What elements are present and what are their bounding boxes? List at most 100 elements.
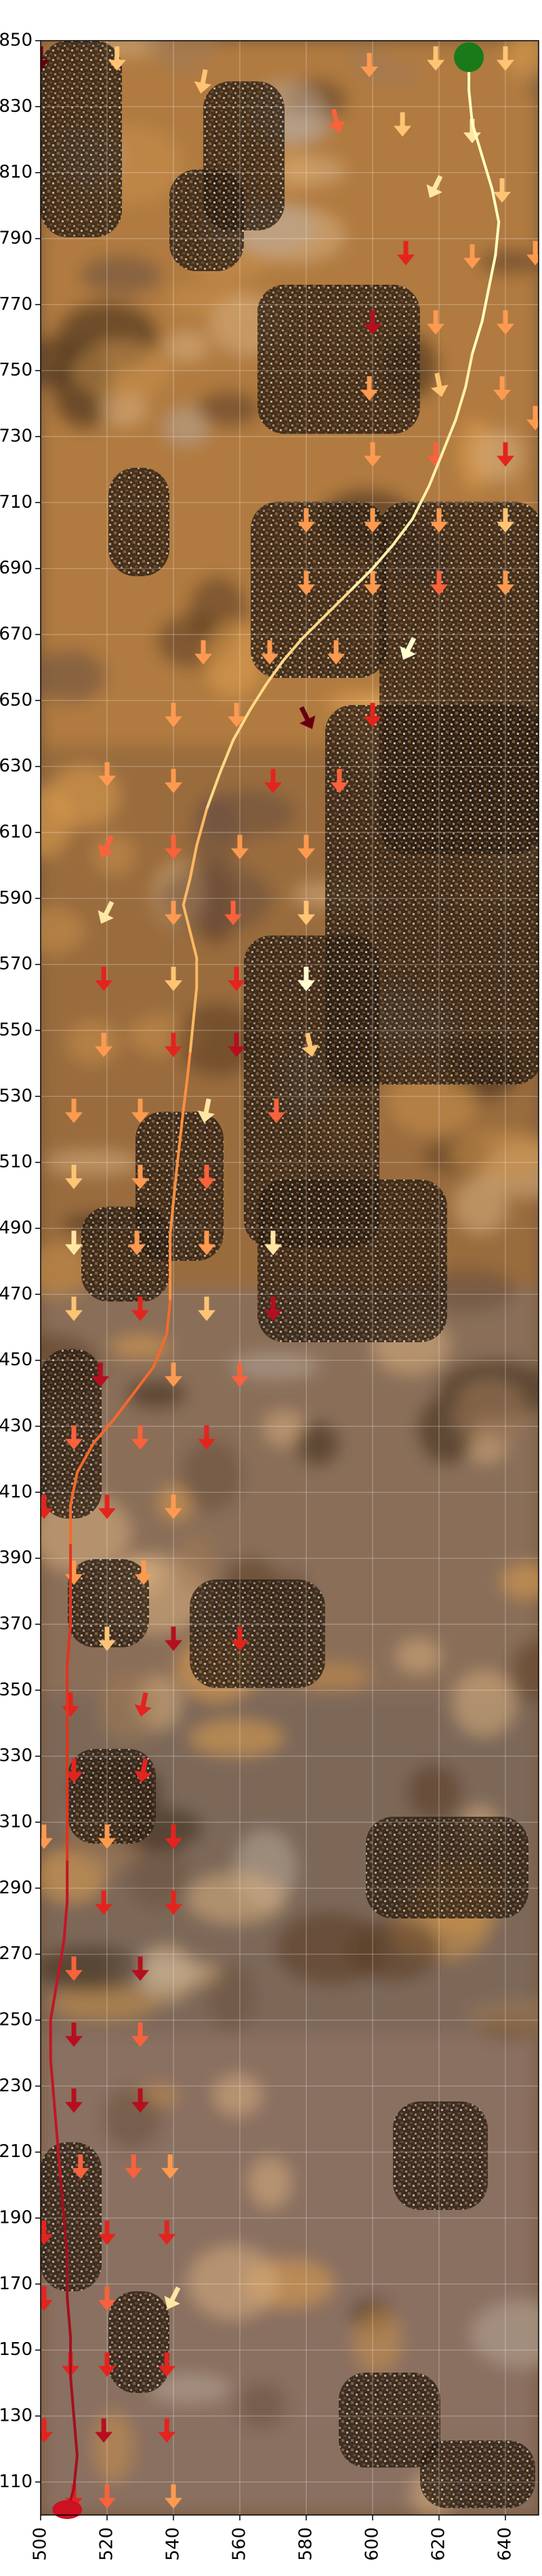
flow-arrow: [95, 2418, 113, 2443]
path-segment: [471, 319, 484, 356]
path-segment: [69, 1471, 79, 1507]
x-tick-label: 560: [230, 2527, 250, 2561]
y-tick-label: 490: [0, 1218, 33, 1239]
y-tick-label: 790: [0, 228, 33, 249]
path-segment: [301, 613, 328, 639]
path-segment: [66, 2295, 72, 2339]
flow-arrow: [98, 1824, 116, 1849]
y-tick-label: 230: [0, 2076, 33, 2096]
y-tick-label: 330: [0, 1746, 33, 1766]
y-tick-label: 510: [0, 1152, 33, 1172]
path-segment: [411, 485, 431, 521]
flow-arrow: [497, 310, 514, 335]
flow-arrow: [364, 310, 381, 335]
y-tick-label: 610: [0, 822, 33, 843]
y-tick-label: 390: [0, 1548, 33, 1568]
path-segment: [491, 188, 501, 224]
flow-arrow: [400, 637, 417, 660]
flow-arrow: [41, 2220, 53, 2245]
y-tick-label: 750: [0, 360, 33, 380]
path-segment: [75, 1441, 96, 1474]
flow-arrow: [327, 640, 346, 665]
flow-arrow: [427, 46, 445, 71]
flow-arrow: [128, 1230, 146, 1255]
plot-frame: [40, 40, 539, 2516]
y-tick-label: 630: [0, 756, 33, 776]
flow-arrow: [65, 1758, 83, 1784]
path-segment: [464, 353, 474, 388]
y-tick-label: 350: [0, 1680, 33, 1700]
y-tick-label: 130: [0, 2406, 33, 2426]
flow-arrow: [299, 706, 316, 729]
y-tick-label: 730: [0, 426, 33, 447]
flow-arrow: [427, 310, 445, 335]
y-tick-label: 430: [0, 1416, 33, 1436]
flow-arrow: [431, 372, 449, 397]
flow-arrow: [165, 1890, 182, 1915]
path-segment: [165, 1300, 172, 1335]
flow-arrow: [264, 769, 282, 794]
flow-arrow: [526, 241, 539, 266]
y-tick-label: 650: [0, 690, 33, 710]
flow-arrow: [426, 175, 443, 199]
path-segment: [56, 1939, 66, 1982]
flow-arrow: [165, 1494, 182, 1519]
path-segment: [232, 708, 251, 742]
flow-arrow: [65, 1425, 83, 1450]
flow-arrow: [41, 1824, 53, 1849]
trajectory-path: [49, 56, 501, 2514]
y-tick-label: 710: [0, 492, 33, 512]
markers: [52, 42, 484, 2519]
y-tick-label: 450: [0, 1350, 33, 1370]
path-segment: [169, 1201, 175, 1236]
flow-arrow: [131, 1098, 149, 1123]
flow-arrow: [65, 2088, 83, 2113]
path-segment: [66, 1623, 72, 1666]
path-segment: [112, 1392, 136, 1422]
path-segment: [62, 2217, 69, 2259]
flow-arrow: [71, 2154, 89, 2179]
x-tick-label: 600: [362, 2527, 383, 2561]
flow-arrow: [131, 1296, 149, 1321]
flow-arrow: [228, 967, 246, 992]
flow-arrow: [497, 46, 514, 71]
flow-arrow: [364, 508, 381, 533]
x-tick-label: 640: [495, 2527, 516, 2561]
flow-arrow: [526, 405, 539, 430]
flow-arrow: [364, 571, 381, 596]
path-segment: [188, 1019, 195, 1055]
path-segment: [59, 2177, 66, 2219]
path-segment: [265, 659, 285, 685]
path-segment: [348, 567, 374, 593]
flow-arrow: [297, 967, 315, 992]
flow-arrow: [98, 2220, 116, 2245]
path-segment: [49, 2058, 56, 2101]
flow-arrow: [165, 2484, 182, 2509]
flow-arrow: [165, 702, 182, 727]
path-segment: [182, 904, 192, 933]
flow-arrow: [228, 1032, 246, 1058]
flow-arrow: [231, 834, 249, 860]
path-segment: [152, 1332, 169, 1369]
flow-arrow: [497, 571, 514, 596]
terrain-texture: [41, 41, 539, 2515]
path-segment: [391, 517, 414, 547]
y-tick-label: 190: [0, 2208, 33, 2228]
flow-arrow: [158, 2220, 176, 2245]
flow-arrow: [65, 1956, 83, 1981]
path-segment: [487, 254, 497, 289]
path-segment: [325, 590, 351, 616]
flow-arrow: [165, 900, 182, 925]
flow-arrow: [108, 46, 126, 71]
x-tick-label: 500: [30, 2527, 51, 2561]
y-tick-label: 310: [0, 1812, 33, 1832]
flow-arrow: [231, 1363, 249, 1388]
flow-arrow: [360, 53, 379, 78]
flow-arrow: [430, 508, 448, 533]
path-segment: [248, 683, 268, 712]
flow-arrow: [131, 1425, 149, 1450]
y-tick-label: 170: [0, 2274, 33, 2294]
flow-arrow: [267, 1098, 285, 1123]
flow-arrow: [297, 571, 315, 596]
flow-arrow: [158, 2418, 176, 2443]
